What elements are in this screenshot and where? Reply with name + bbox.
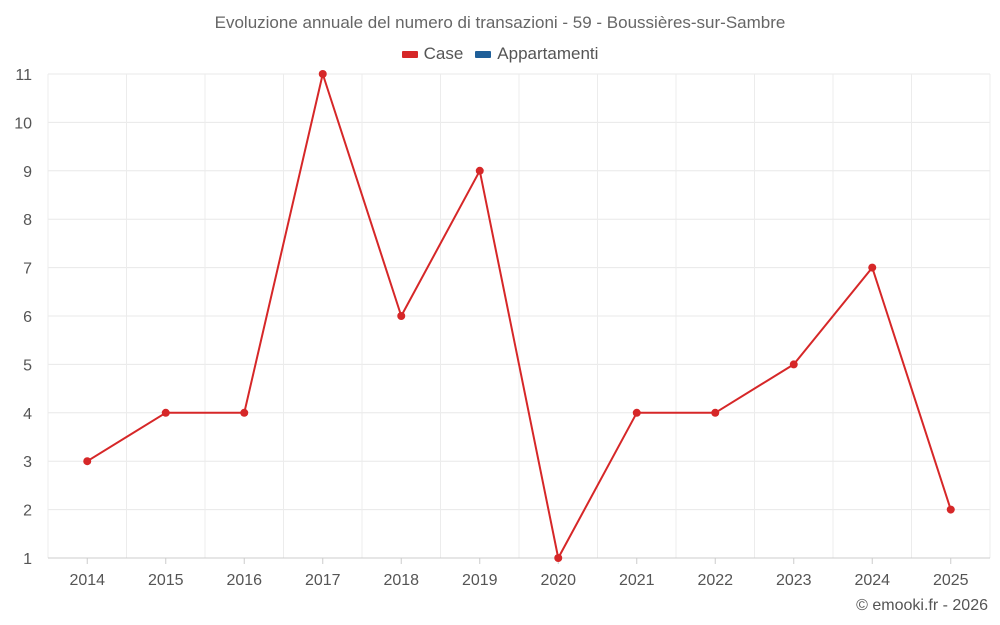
x-tick-label: 2021 <box>619 572 655 589</box>
legend-swatch-appartamenti <box>475 50 492 58</box>
data-point <box>318 70 327 78</box>
y-tick-label: 8 <box>23 212 32 229</box>
series-line-case <box>86 73 952 559</box>
data-point <box>554 554 563 562</box>
data-point <box>161 408 170 417</box>
x-tick-label: 2014 <box>69 572 105 589</box>
legend: Case Appartamenti <box>0 44 1000 64</box>
data-point <box>240 408 249 417</box>
x-tick-label: 2017 <box>305 572 341 589</box>
x-tick-label: 2020 <box>540 572 576 589</box>
credit-text: © emooki.fr - 2026 <box>856 597 988 614</box>
data-point <box>946 505 955 514</box>
y-tick-label: 7 <box>23 261 32 278</box>
y-tick-label: 11 <box>15 67 32 84</box>
data-point <box>397 312 406 320</box>
data-point <box>475 166 484 175</box>
data-point <box>83 457 92 466</box>
y-tick-label: 6 <box>23 309 32 326</box>
data-point <box>711 408 720 417</box>
y-tick-label: 5 <box>23 357 32 374</box>
y-tick-label: 3 <box>23 454 32 471</box>
x-tick-label: 2019 <box>462 572 498 589</box>
legend-label-appartamenti: Appartamenti <box>497 44 599 63</box>
x-tick-label: 2024 <box>854 572 890 589</box>
legend-item-appartamenti[interactable]: Appartamenti <box>475 44 598 64</box>
x-tick-label: 2015 <box>148 572 184 589</box>
chart-title: Evoluzione annuale del numero di transaz… <box>214 13 786 32</box>
data-point <box>868 263 877 272</box>
y-tick-label: 1 <box>23 551 32 568</box>
y-tick-label: 4 <box>23 406 32 423</box>
legend-swatch-case <box>401 50 418 58</box>
x-tick-label: 2023 <box>776 572 812 589</box>
y-tick-label: 10 <box>14 115 32 132</box>
x-tick-label: 2022 <box>697 572 733 589</box>
data-point <box>789 360 798 369</box>
y-tick-label: 2 <box>23 503 32 520</box>
x-tick-label: 2018 <box>383 572 419 589</box>
legend-item-case[interactable]: Case <box>401 44 464 64</box>
y-tick-label: 9 <box>23 164 32 181</box>
x-tick-label: 2016 <box>226 572 262 589</box>
x-tick-label: 2025 <box>933 572 969 589</box>
legend-label-case: Case <box>423 44 464 63</box>
data-point <box>632 408 641 417</box>
